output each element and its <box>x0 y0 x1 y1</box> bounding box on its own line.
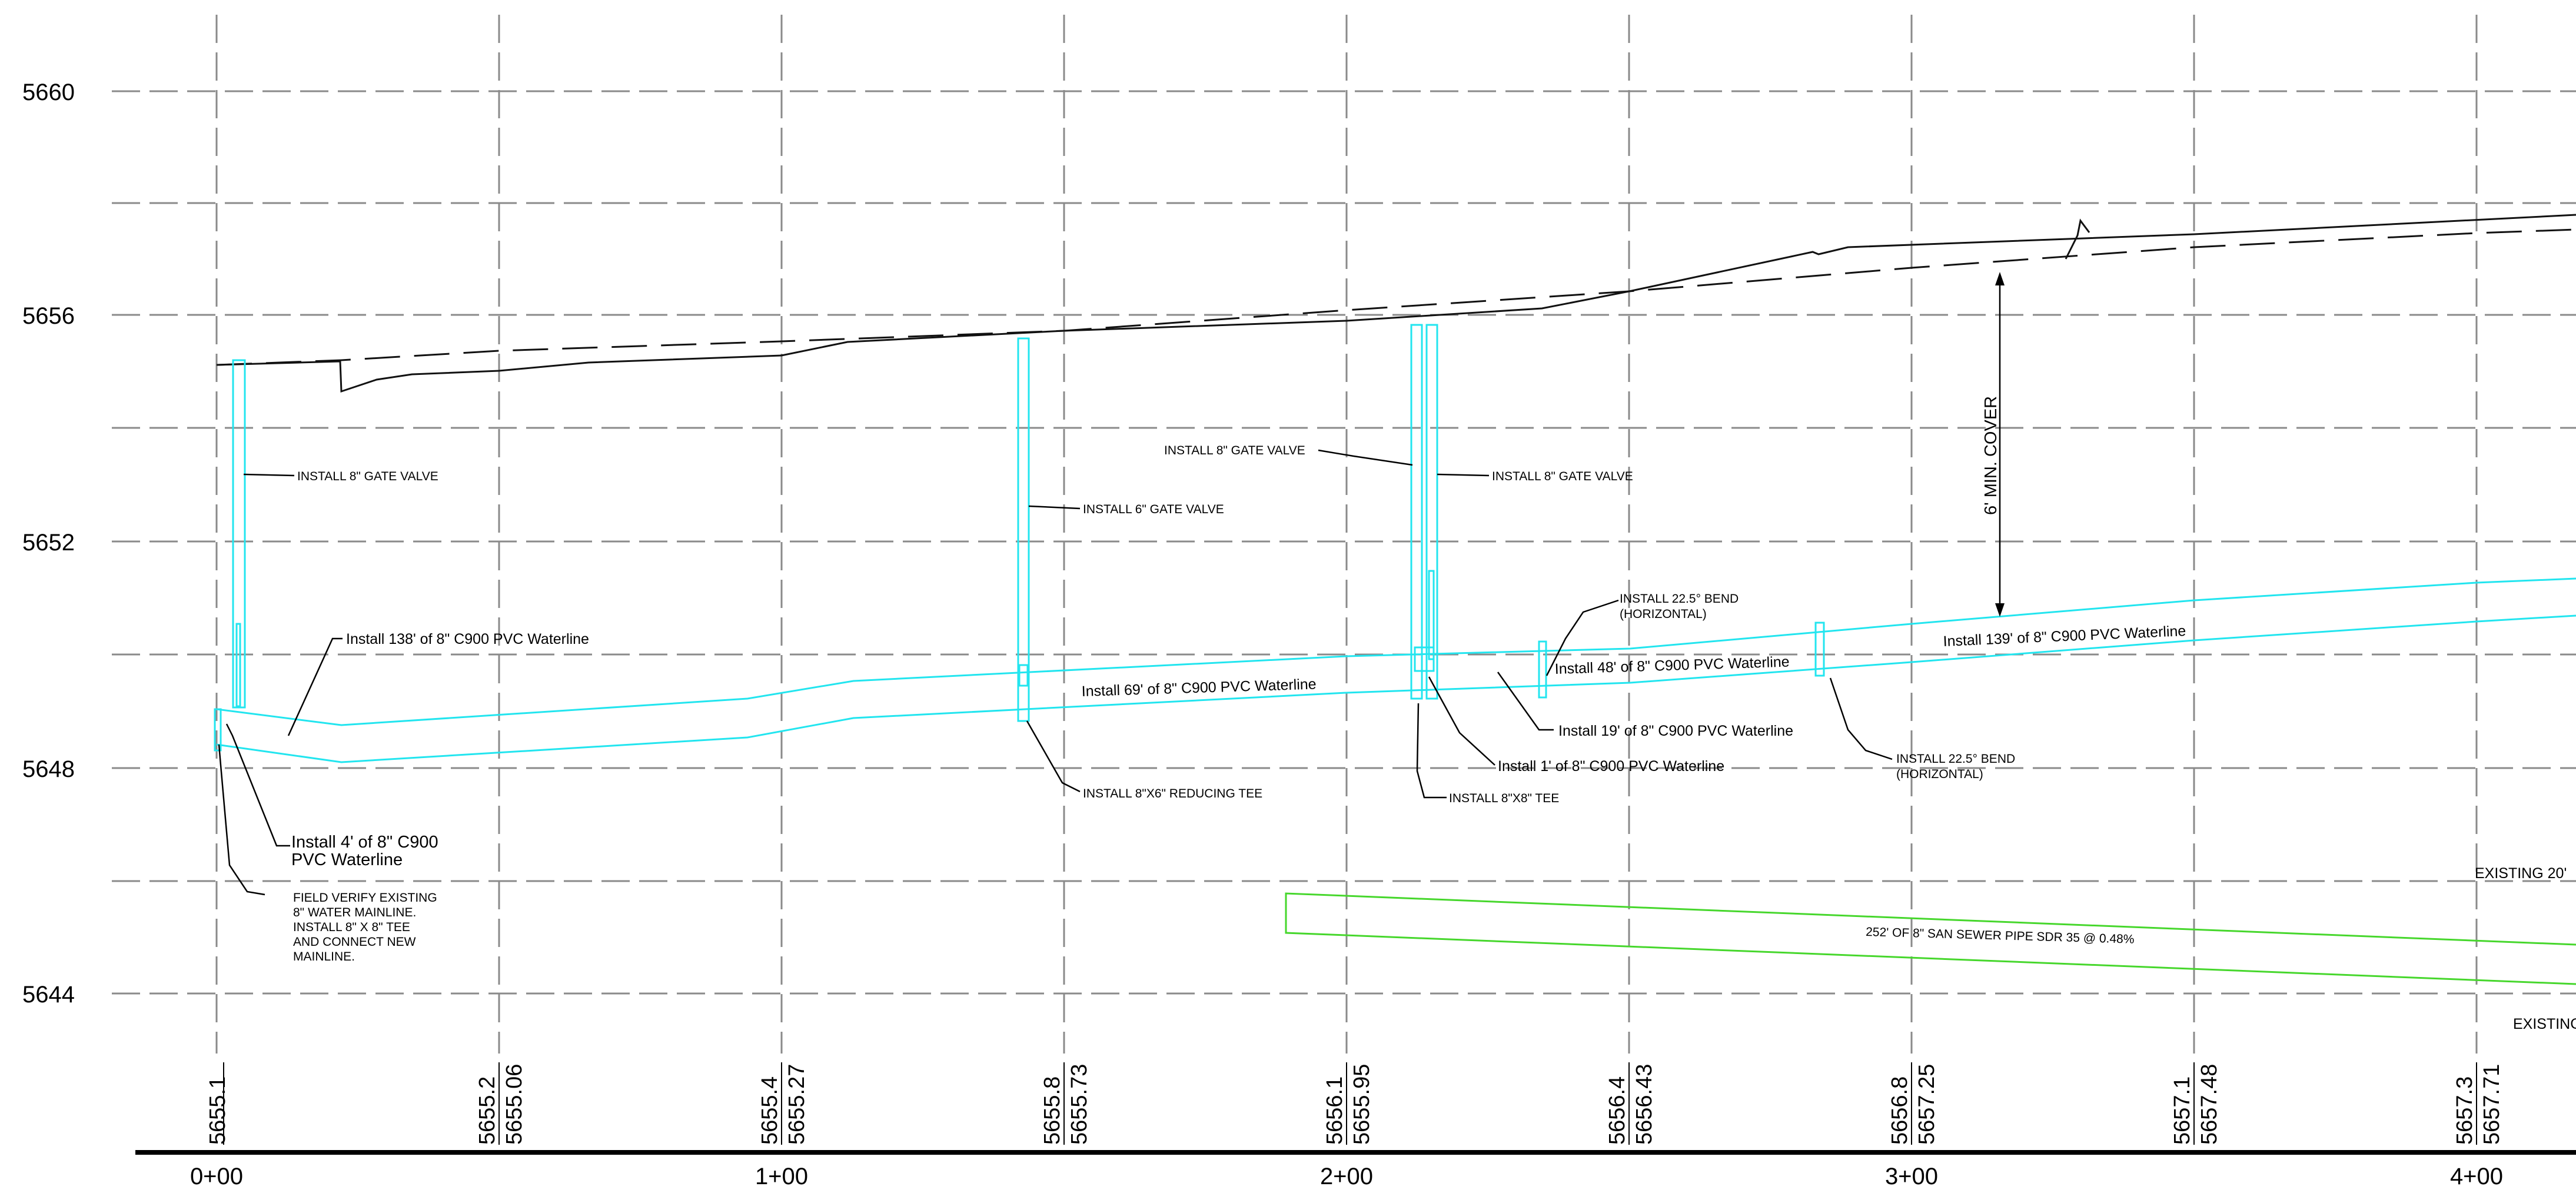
existing-elevation: 5655.2 <box>475 1076 500 1145</box>
min-cover-label: 6' MIN. COVER <box>1982 396 2000 515</box>
existing-ground-line <box>216 228 2576 366</box>
proposed-elevation: 5657.71 <box>2479 1064 2504 1145</box>
station-label: 2+00 <box>1320 1164 1373 1189</box>
leaders <box>218 272 2005 896</box>
existing-elevation: 5655.4 <box>757 1076 782 1145</box>
proposed-elevation: 5655.95 <box>1350 1064 1374 1145</box>
waterline-label: Install 139' of 8" C900 PVC Waterline <box>1943 623 2186 650</box>
field-verify-note: FIELD VERIFY EXISTING <box>293 891 437 905</box>
elevation-label: 5660 <box>22 79 75 105</box>
elevation-label: 5652 <box>22 530 75 556</box>
proposed-elevation: 5657.25 <box>1914 1064 1939 1145</box>
station-label: 0+00 <box>190 1164 243 1189</box>
ground-break-mark <box>2065 218 2090 260</box>
bend-label: INSTALL 22.5° BEND <box>1896 752 2015 766</box>
bend-label: (HORIZONTAL) <box>1896 767 1983 781</box>
elevation-label: 5644 <box>22 982 75 1008</box>
tee-label: INSTALL 8"X6" REDUCING TEE <box>1083 787 1262 800</box>
bend-label: INSTALL 22.5° BEND <box>1620 592 1739 606</box>
proposed-elevation: 5656.43 <box>1632 1064 1657 1145</box>
waterline-label: Install 4' of 8" C900 <box>291 833 438 852</box>
gate-valve-label: INSTALL 8" GATE VALVE <box>297 470 438 483</box>
existing-elevation: 5656.1 <box>1322 1076 1347 1145</box>
existing-utility-label: EXISTINC <box>2513 1016 2576 1032</box>
station-label: 1+00 <box>755 1164 808 1189</box>
field-verify-note: INSTALL 8" X 8" TEE <box>293 920 410 934</box>
existing-elevation: 5656.8 <box>1887 1076 1912 1145</box>
elevation-label: 5648 <box>22 756 75 782</box>
elevation-label: 5656 <box>22 303 75 329</box>
waterline-label: Install 1' of 8" C900 PVC Waterline <box>1498 758 1724 775</box>
waterline-label: PVC Waterline <box>291 850 403 869</box>
bend-label: (HORIZONTAL) <box>1620 607 1707 621</box>
finished-ground-line <box>216 214 2576 393</box>
waterline-pipe <box>216 577 2576 763</box>
elevation-axis: 5660 5656 5652 5648 5644 <box>22 79 75 1008</box>
existing-elevation: 5657.1 <box>2170 1076 2195 1145</box>
existing-elevation: 5655.8 <box>1040 1076 1065 1145</box>
horizontal-grid <box>112 90 2576 995</box>
sewer-pipe <box>1285 892 2576 985</box>
gate-valve-label: INSTALL 6" GATE VALVE <box>1083 503 1224 516</box>
proposed-elevation: 5655.27 <box>785 1064 809 1145</box>
elevation-values: 5655.1 5655.2 5655.06 5655.4 5655.27 565… <box>205 1062 2504 1145</box>
field-verify-note: AND CONNECT NEW <box>293 935 416 949</box>
waterline-label: Install 19' of 8" C900 PVC Waterline <box>1558 723 1793 739</box>
existing-elevation: 5655.1 <box>205 1076 230 1145</box>
station-label: 3+00 <box>1885 1164 1938 1189</box>
annotations: INSTALL 8" GATE VALVE INSTALL 6" GATE VA… <box>291 396 2576 1032</box>
proposed-elevation: 5657.48 <box>2197 1064 2222 1145</box>
field-verify-note: 8" WATER MAINLINE. <box>293 906 416 919</box>
tee-label: INSTALL 8"X8" TEE <box>1449 792 1559 805</box>
valve-risers <box>214 324 1825 752</box>
sewer-label: 252' OF 8" SAN SEWER PIPE SDR 35 @ 0.48% <box>1866 925 2135 946</box>
waterline-label: Install 138' of 8" C900 PVC Waterline <box>346 631 589 647</box>
station-label: 4+00 <box>2450 1164 2503 1189</box>
gate-valve-label: INSTALL 8" GATE VALVE <box>1492 470 1633 483</box>
field-verify-note: MAINLINE. <box>293 950 355 963</box>
existing-utility-label: EXISTING 20' <box>2475 865 2567 882</box>
proposed-elevation: 5655.06 <box>502 1064 527 1145</box>
existing-elevation: 5657.3 <box>2452 1076 2477 1145</box>
station-axis: 0+00 1+00 2+00 3+00 4+00 <box>190 1164 2503 1189</box>
gate-valve-label: INSTALL 8" GATE VALVE <box>1164 444 1305 457</box>
vertical-grid <box>215 15 2478 1054</box>
existing-elevation: 5656.4 <box>1605 1076 1630 1145</box>
proposed-elevation: 5655.73 <box>1067 1064 1092 1145</box>
